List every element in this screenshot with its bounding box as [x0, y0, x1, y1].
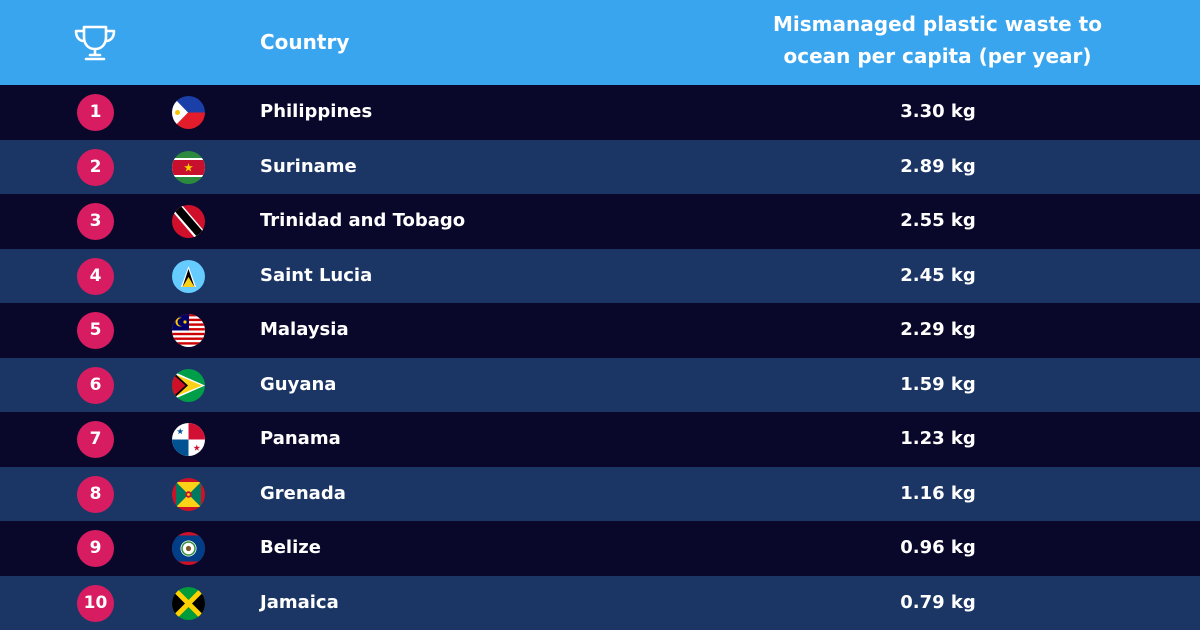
- rank-badge: 1: [77, 94, 114, 131]
- waste-value: 2.55 kg: [900, 210, 976, 231]
- rank-badge: 7: [77, 421, 114, 458]
- table-row: 4 Saint Lucia 2.45 kg: [0, 248, 1200, 303]
- country-name: Belize: [260, 537, 321, 558]
- table-body: 1 Philippines 3.30 kg 2 Suriname 2.89 kg 3 Trin…: [0, 85, 1200, 630]
- table-row: 1 Philippines 3.30 kg: [0, 85, 1200, 140]
- waste-value: 0.79 kg: [900, 591, 976, 613]
- philippines-flag: [172, 96, 205, 129]
- table-header: Country Mismanaged plastic waste to ocea…: [0, 0, 1200, 85]
- country-name: Philippines: [260, 101, 373, 122]
- table-row: 9 Belize 0.96 kg: [0, 521, 1200, 576]
- table-row: 2 Suriname 2.89 kg: [0, 139, 1200, 194]
- rank-badge: 6: [77, 366, 114, 404]
- guyana-flag: [172, 368, 205, 402]
- country-name: Grenada: [260, 482, 346, 504]
- country-name: Jamaica: [260, 591, 339, 613]
- rank-badge: 3: [77, 203, 114, 240]
- waste-value: 3.30 kg: [900, 101, 976, 122]
- waste-value: 0.96 kg: [900, 537, 976, 558]
- table-row: 6 Guyana 1.59 kg: [0, 357, 1200, 412]
- waste-value: 1.59 kg: [900, 373, 976, 395]
- panama-flag: [172, 423, 205, 456]
- table-row: 3 Trinidad and Tobago 2.55 kg: [0, 194, 1200, 249]
- belize-flag: [172, 532, 205, 565]
- waste-value: 1.23 kg: [900, 428, 976, 449]
- country-column-header: Country: [260, 30, 350, 54]
- suriname-flag: [172, 150, 205, 184]
- country-name: Malaysia: [260, 319, 349, 340]
- trophy-icon: [74, 25, 116, 61]
- trinidad-and-tobago-flag: [172, 205, 205, 238]
- rank-badge: 9: [77, 530, 114, 567]
- table-row: 8 Grenada 1.16 kg: [0, 466, 1200, 521]
- saint-lucia-flag: [172, 259, 205, 293]
- country-name: Panama: [260, 428, 341, 449]
- grenada-flag: [172, 477, 205, 511]
- rank-badge: 4: [77, 257, 114, 295]
- value-column-header: Mismanaged plastic waste to ocean per ca…: [740, 8, 1135, 72]
- jamaica-flag: [172, 586, 205, 620]
- country-name: Saint Lucia: [260, 264, 373, 286]
- table-row: 10 Jamaica 0.79 kg: [0, 575, 1200, 630]
- waste-value: 2.29 kg: [900, 319, 976, 340]
- value-header-line-2: ocean per capita (per year): [783, 44, 1092, 68]
- table-row: 5 Malaysia 2.29 kg: [0, 303, 1200, 358]
- country-name: Trinidad and Tobago: [260, 210, 466, 231]
- rank-badge: 8: [77, 475, 114, 513]
- waste-value: 1.16 kg: [900, 482, 976, 504]
- rank-badge: 10: [77, 584, 114, 622]
- country-name: Suriname: [260, 155, 357, 177]
- waste-value: 2.89 kg: [900, 155, 976, 177]
- value-header-line-1: Mismanaged plastic waste to: [773, 12, 1102, 36]
- country-name: Guyana: [260, 373, 337, 395]
- waste-value: 2.45 kg: [900, 264, 976, 286]
- malaysia-flag: [172, 314, 205, 347]
- rank-badge: 2: [77, 148, 114, 186]
- table-row: 7 Panama 1.23 kg: [0, 412, 1200, 467]
- rank-badge: 5: [77, 312, 114, 349]
